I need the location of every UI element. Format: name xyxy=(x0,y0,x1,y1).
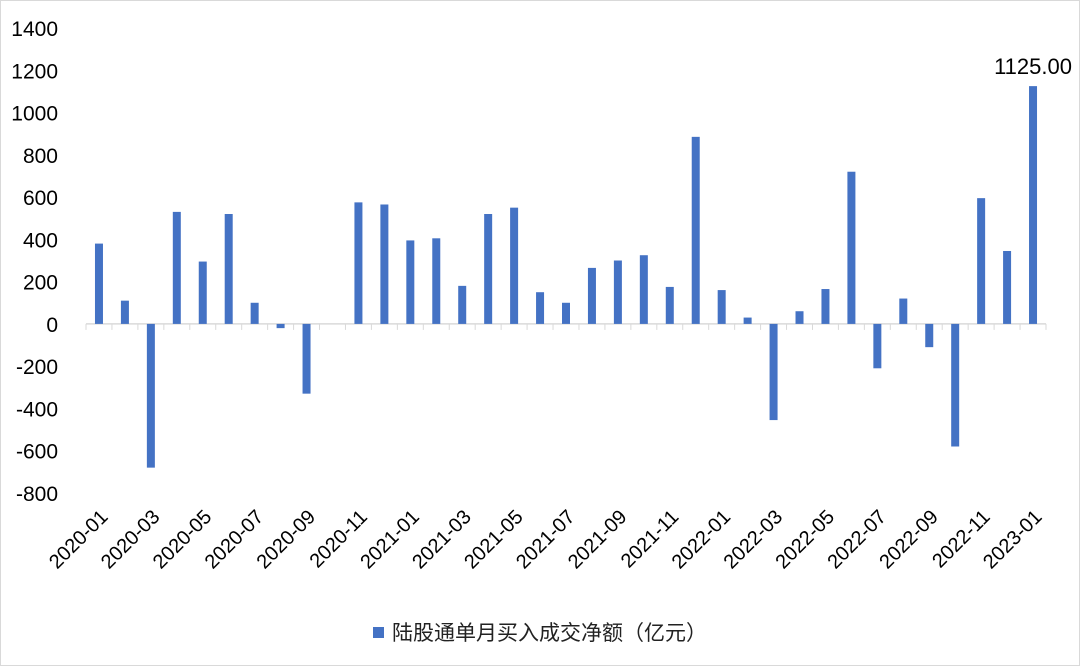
y-tick-label: -800 xyxy=(16,483,58,506)
bar xyxy=(639,255,648,324)
bar xyxy=(224,214,233,324)
bar xyxy=(951,323,960,447)
bar xyxy=(925,323,934,348)
bar xyxy=(198,261,207,324)
bar xyxy=(172,211,181,324)
bar xyxy=(536,292,545,324)
bar xyxy=(587,267,596,324)
bar xyxy=(821,289,830,324)
bar xyxy=(406,240,415,324)
bar xyxy=(562,302,570,324)
bar xyxy=(899,298,908,324)
bar xyxy=(613,260,622,324)
bar xyxy=(146,323,155,468)
legend-swatch xyxy=(373,626,384,638)
legend: 陆股通单月买入成交净额（亿元） xyxy=(1,617,1079,647)
bar xyxy=(380,204,389,324)
y-tick-label: -600 xyxy=(16,441,58,464)
bar xyxy=(432,238,441,324)
bar xyxy=(484,214,493,324)
y-tick-label: 0 xyxy=(46,314,58,337)
legend-label: 陆股通单月买入成交净额（亿元） xyxy=(392,621,707,645)
bar xyxy=(1029,86,1038,324)
bar xyxy=(510,207,519,324)
bar xyxy=(717,290,726,324)
bar xyxy=(354,202,363,324)
y-tick-label: -400 xyxy=(16,398,58,421)
bar-chart: -800 -600 -400 -200 0 200 400 600 800 1000 1200 140… xyxy=(11,18,1072,573)
y-tick-label: 200 xyxy=(23,272,58,295)
bar xyxy=(977,198,986,324)
bar xyxy=(1003,250,1012,324)
bar xyxy=(94,243,103,324)
bar xyxy=(847,171,856,324)
bar xyxy=(276,323,285,329)
y-tick-label: 1400 xyxy=(11,18,58,41)
bar xyxy=(250,302,259,324)
bar xyxy=(691,136,700,324)
bar xyxy=(665,286,674,324)
y-tick-label: 1200 xyxy=(11,60,58,83)
y-tick-label: 800 xyxy=(23,145,58,168)
bar xyxy=(302,323,311,394)
bar xyxy=(743,317,752,324)
y-tick-label: 1000 xyxy=(11,103,58,126)
y-tick-label: 400 xyxy=(23,229,58,252)
bar xyxy=(769,323,778,421)
bar xyxy=(120,300,129,324)
bar xyxy=(795,311,804,324)
y-tick-label: 600 xyxy=(23,187,58,210)
y-tick-label: -200 xyxy=(16,356,58,379)
bar xyxy=(458,285,467,324)
bar xyxy=(873,323,882,369)
data-label: 1125.00 xyxy=(994,54,1072,79)
